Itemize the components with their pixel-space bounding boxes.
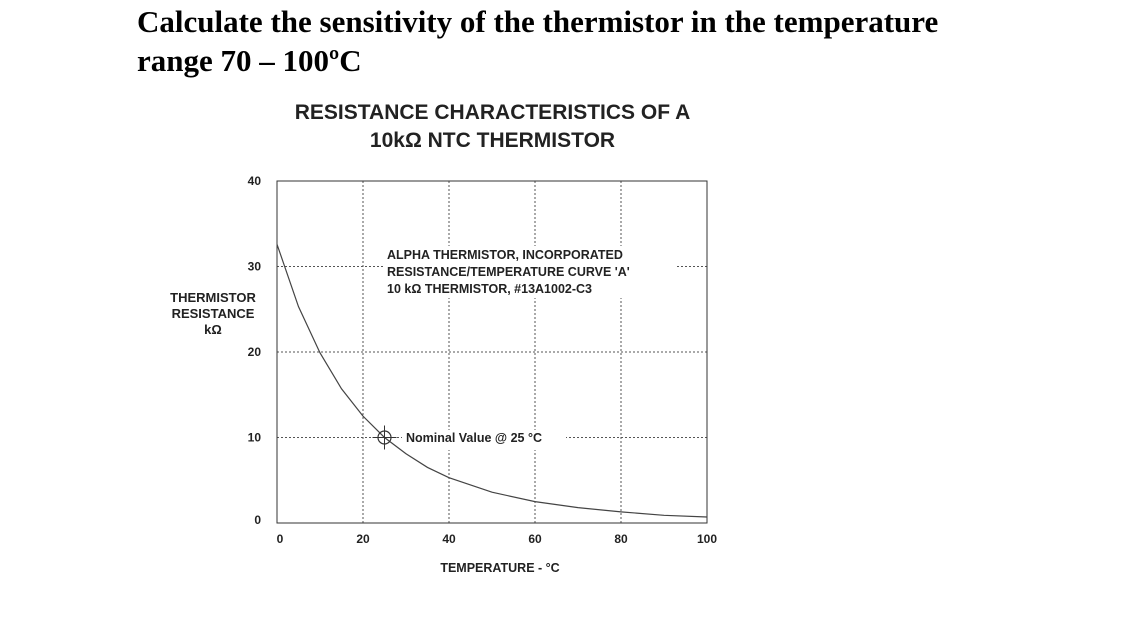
nominal-value-label: Nominal Value @ 25 °C: [406, 431, 542, 445]
annotation-line-2: RESISTANCE/TEMPERATURE CURVE 'A': [387, 265, 630, 279]
annotation-line-1: ALPHA THERMISTOR, INCORPORATED: [387, 248, 623, 262]
x-tick-label-60: 60: [528, 532, 542, 546]
question-line-1: Calculate the sensitivity of the thermis…: [137, 4, 939, 39]
annotation-background: [384, 246, 676, 298]
x-tick-label-100: 100: [697, 532, 717, 546]
plot-frame: [276, 180, 708, 524]
x-tick-label-20: 20: [356, 532, 370, 546]
x-tick-label-40: 40: [442, 532, 456, 546]
y-axis-label: THERMISTOR RESISTANCE kΩ: [150, 290, 276, 338]
chart-title: RESISTANCE CHARACTERISTICS OF A 10kΩ NTC…: [240, 99, 745, 155]
curve-annotation: ALPHA THERMISTOR, INCORPORATED RESISTANC…: [387, 247, 630, 298]
y-axis-label-line-2: RESISTANCE: [171, 306, 255, 321]
y-tick-label-30: 30: [248, 260, 262, 274]
chart-title-line-1: RESISTANCE CHARACTERISTICS OF A: [294, 101, 691, 124]
annotation-line-3: 10 kΩ THERMISTOR, #13A1002-C3: [387, 282, 593, 296]
x-axis-label: TEMPERATURE - °C: [440, 561, 560, 575]
resistance-curve-0: [276, 244, 708, 518]
nominal-label-background: [402, 430, 566, 450]
chart-title-line-2: 10kΩ NTC THERMISTOR: [369, 129, 616, 152]
y-axis-label-line-1: THERMISTOR: [170, 290, 256, 305]
y-tick-label-20: 20: [248, 345, 262, 359]
y-tick-label-40: 40: [248, 174, 262, 188]
question-text: Calculate the sensitivity of the thermis…: [137, 2, 1097, 80]
x-tick-label-0: 0: [277, 532, 284, 546]
y-tick-label-10: 10: [248, 431, 262, 445]
question-line-2: range 70 – 100ºC: [137, 43, 362, 78]
y-axis-label-line-3: kΩ: [204, 322, 222, 337]
x-tick-label-80: 80: [614, 532, 628, 546]
y-tick-label-0: 0: [254, 513, 261, 527]
